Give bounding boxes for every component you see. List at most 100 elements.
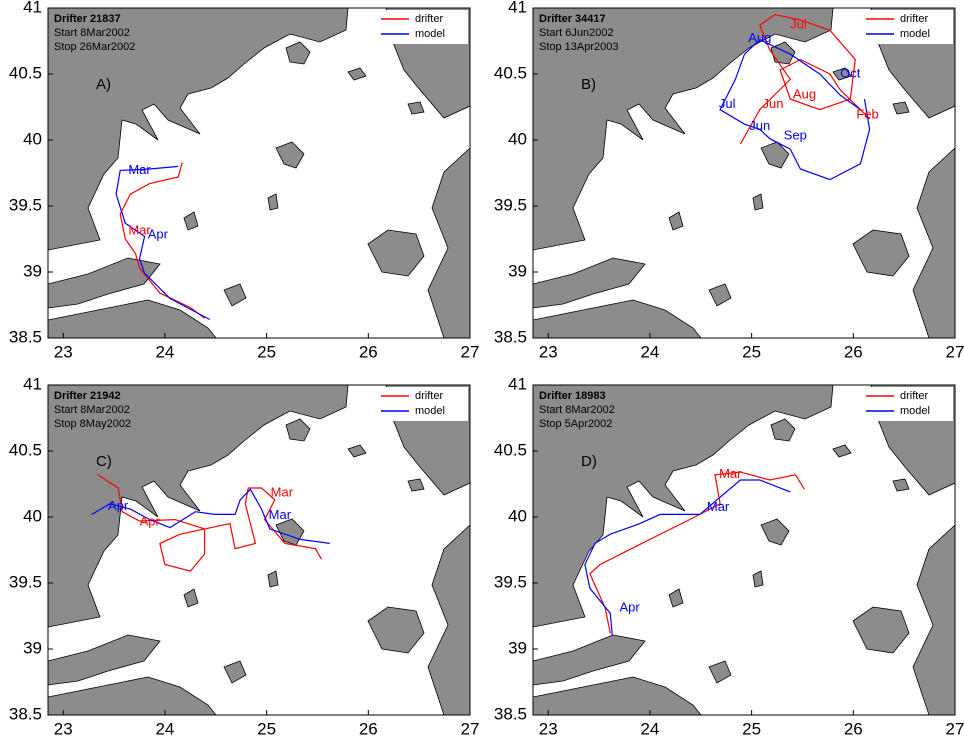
month-label: Oct — [840, 65, 861, 80]
stop-date: Stop 26Mar2002 — [54, 41, 135, 53]
y-tick-label: 40.5 — [9, 440, 42, 459]
track — [589, 471, 806, 634]
month-label: Jul — [790, 17, 807, 32]
x-tick-label: 26 — [844, 342, 863, 361]
month-label: Apr — [619, 600, 640, 615]
drifter-id: Drifter 18983 — [539, 390, 606, 402]
x-tick-label: 27 — [461, 719, 480, 738]
month-label: Mar — [271, 485, 294, 500]
y-tick-label: 39 — [508, 261, 527, 280]
track — [719, 38, 871, 181]
plot-frame — [47, 384, 471, 716]
y-tick-label: 38.5 — [9, 327, 42, 346]
y-tick-label: 41 — [23, 374, 42, 393]
month-label: Sep — [784, 127, 807, 142]
legend-box — [373, 387, 468, 421]
start-date: Start 8Mar2002 — [54, 27, 130, 39]
legend-label: drifter — [900, 390, 928, 402]
panel-label: C) — [96, 453, 112, 470]
x-tick-label: 26 — [844, 719, 863, 738]
y-tick-label: 40 — [23, 506, 42, 525]
y-tick-label: 40 — [508, 506, 527, 525]
month-label: Apr — [140, 514, 161, 529]
x-tick-label: 26 — [359, 719, 378, 738]
x-tick-label: 27 — [946, 342, 964, 361]
panel: 23 24 25 26 27 38.5 39 39.5 40 40.5 41 Apr Apr Mar Mar… — [9, 374, 480, 738]
x-tick-label: 23 — [54, 719, 73, 738]
start-date: Start 8Mar2002 — [539, 404, 615, 416]
x-tick-label: 25 — [257, 342, 276, 361]
x-tick-label: 23 — [539, 719, 558, 738]
legend-box — [858, 387, 953, 421]
x-tick-label: 25 — [742, 719, 761, 738]
panel-label: A) — [96, 76, 111, 93]
month-label: Jul — [719, 96, 736, 111]
legend-label: drifter — [415, 13, 443, 25]
drifter-id: Drifter 21942 — [54, 390, 121, 402]
panel-label: B) — [581, 76, 596, 93]
plot-frame — [532, 384, 956, 716]
x-tick-label: 23 — [539, 342, 558, 361]
y-tick-label: 40.5 — [9, 63, 42, 82]
plot-frame — [532, 7, 956, 339]
panel: 23 24 25 26 27 38.5 39 39.5 40 40.5 41 Aug Jul Oct Jun… — [494, 0, 964, 361]
legend-box — [858, 10, 953, 44]
panel: 23 24 25 26 2738.53939.54040.541MarMarAprDri… — [494, 374, 964, 738]
month-label: Apr — [148, 226, 169, 241]
track — [739, 13, 871, 145]
legend-label: model — [900, 405, 930, 417]
legend-label: model — [415, 28, 445, 40]
x-tick-label: 24 — [640, 719, 659, 738]
drifter-id: Drifter 21837 — [54, 13, 121, 25]
x-tick-label: 24 — [640, 342, 659, 361]
track — [91, 488, 330, 544]
y-tick-label: 39.5 — [494, 195, 527, 214]
y-tick-label: 39.5 — [9, 195, 42, 214]
track — [584, 479, 791, 636]
stop-date: Stop 13Apr2003 — [539, 41, 619, 53]
start-date: Start 6Jun2002 — [539, 27, 614, 39]
legend-box — [373, 10, 468, 44]
y-tick-label: 39 — [23, 261, 42, 280]
y-tick-label: 38.5 — [9, 704, 42, 723]
month-label: Apr — [108, 498, 129, 513]
x-tick-label: 25 — [257, 719, 276, 738]
y-tick-label: 39.5 — [9, 572, 42, 591]
x-tick-label: 27 — [461, 342, 480, 361]
y-tick-label: 41 — [23, 0, 42, 16]
legend-label: drifter — [415, 390, 443, 402]
drifter-id: Drifter 34417 — [539, 13, 606, 25]
month-label: Mar — [128, 223, 151, 238]
y-tick-label: 38.5 — [494, 327, 527, 346]
month-label: Jun — [762, 96, 783, 111]
y-tick-label: 38.5 — [494, 704, 527, 723]
month-label: Aug — [748, 30, 771, 45]
y-tick-label: 39 — [508, 638, 527, 657]
x-tick-label: 27 — [946, 719, 964, 738]
stop-date: Stop 8May2002 — [54, 418, 131, 430]
x-tick-label: 24 — [155, 342, 174, 361]
track — [97, 474, 323, 572]
month-label: Jun — [749, 118, 770, 133]
track — [115, 165, 210, 321]
x-tick-label: 23 — [54, 342, 73, 361]
month-label: Feb — [856, 106, 878, 121]
panel: 23 24 25 26 2738.53939.54040.541MarMarAprDri… — [9, 0, 480, 361]
y-tick-label: 39 — [23, 638, 42, 657]
y-tick-label: 40 — [508, 129, 527, 148]
legend-label: model — [415, 405, 445, 417]
legend-label: drifter — [900, 13, 928, 25]
y-tick-label: 39.5 — [494, 572, 527, 591]
month-label: Mar — [707, 499, 730, 514]
stop-date: Stop 5Apr2002 — [539, 418, 612, 430]
y-tick-label: 40 — [23, 129, 42, 148]
legend-label: model — [900, 28, 930, 40]
month-label: Mar — [719, 466, 742, 481]
x-tick-label: 25 — [742, 342, 761, 361]
y-tick-label: 41 — [508, 374, 527, 393]
x-tick-label: 26 — [359, 342, 378, 361]
start-date: Start 8Mar2002 — [54, 404, 130, 416]
y-tick-label: 40.5 — [494, 63, 527, 82]
month-label: Mar — [128, 162, 151, 177]
